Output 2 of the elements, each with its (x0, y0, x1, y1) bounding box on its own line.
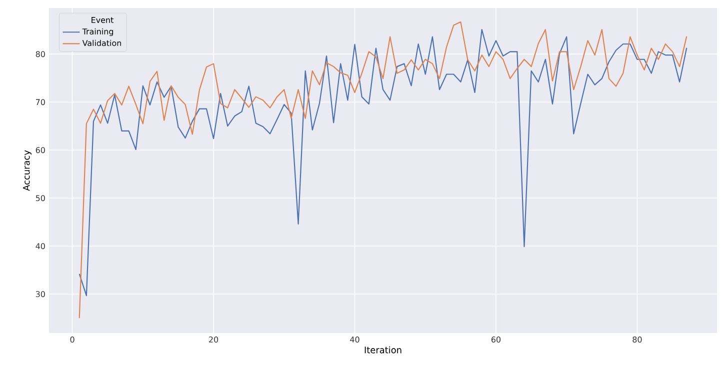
x-axis-title: Iteration (364, 346, 402, 354)
y-axis-title: Accuracy (23, 150, 32, 191)
